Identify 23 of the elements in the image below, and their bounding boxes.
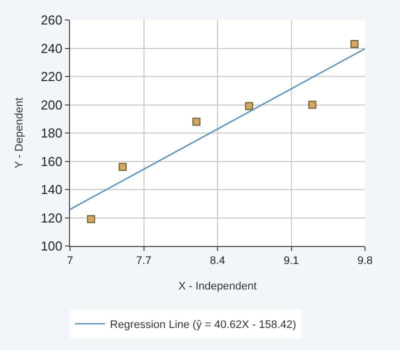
y-tick-label: 140 (40, 182, 62, 198)
y-tick-label: 200 (40, 97, 62, 112)
point (308, 100, 316, 109)
x-tick-label: 7 (66, 255, 74, 268)
point (87, 215, 96, 224)
point (192, 118, 200, 126)
x-tick-label: 9.1 (284, 255, 299, 268)
x-tick-label: 7.7 (136, 255, 152, 268)
y-tick-label: 160 (40, 154, 62, 169)
x-tick-label: 9.8 (357, 255, 373, 268)
x-tick-label: 8.4 (210, 255, 226, 268)
y-tick-label: 240 (40, 40, 62, 56)
point (350, 40, 358, 48)
y-tick-label: 260 (40, 12, 62, 28)
y-tick-label: 120 (40, 210, 62, 226)
y-axis-title: Y - Dependent (13, 98, 26, 168)
y-tick-label: 220 (40, 69, 62, 84)
x-axis-title: X - Independent (178, 280, 257, 292)
y-tick-label: 180 (40, 126, 62, 141)
legend-label: Regression Line (ŷ = 40.62X - 158.42) (110, 319, 296, 332)
point (118, 162, 127, 171)
y-tick-label: 100 (40, 238, 62, 254)
point (245, 102, 254, 110)
